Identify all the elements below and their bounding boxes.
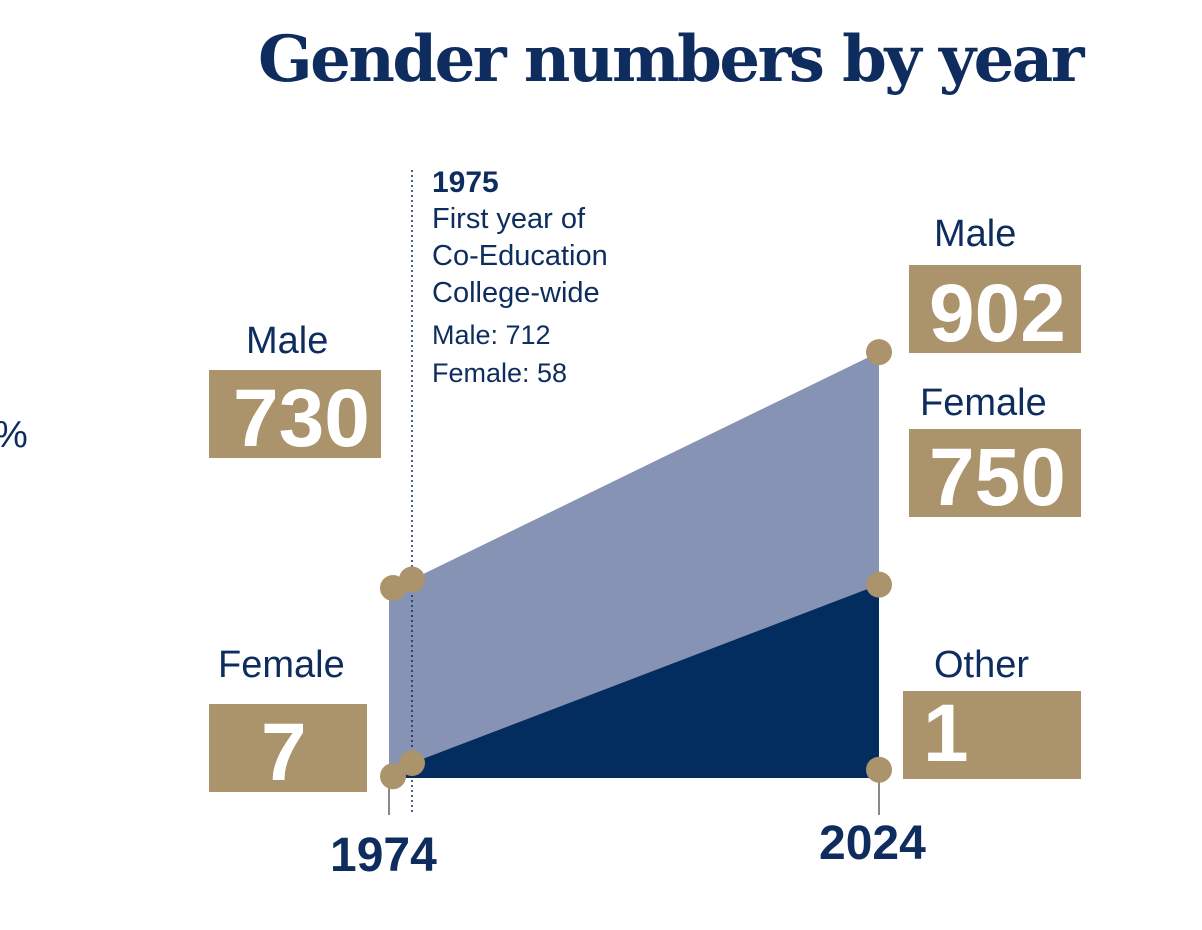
data-point-total-1975 xyxy=(399,566,425,593)
annotation-female: Female: 58 xyxy=(432,358,568,388)
annotation-line-c: College-wide xyxy=(432,277,600,309)
label-other-2024: Other xyxy=(934,644,1030,686)
chart-title: Gender numbers by year xyxy=(258,22,1084,97)
annotation-line-b: Co-Education xyxy=(432,240,608,272)
value-female-1974: 7 xyxy=(209,704,367,794)
cropped-glyph: % xyxy=(0,414,28,457)
value-male-1974: 730 xyxy=(209,370,381,460)
annotation-line-a: First year of xyxy=(432,203,586,235)
value-male-2024: 902 xyxy=(909,265,1081,355)
annotation-male: Male: 712 xyxy=(432,320,551,350)
label-male-1974: Male xyxy=(246,320,329,362)
data-point-female-1975 xyxy=(399,750,425,777)
data-point-female-2024 xyxy=(866,571,892,598)
label-male-2024: Male xyxy=(934,213,1017,255)
data-point-female-1974 xyxy=(380,763,406,790)
value-female-2024: 750 xyxy=(909,429,1081,519)
label-female-1974: Female xyxy=(218,644,345,686)
x-label-1974: 1974 xyxy=(330,829,437,882)
value-other-2024: 1 xyxy=(903,691,1081,779)
data-point-total-2024 xyxy=(866,339,892,366)
x-label-2024: 2024 xyxy=(819,817,926,870)
label-female-2024: Female xyxy=(920,382,1047,424)
female-area xyxy=(389,584,879,778)
data-point-other-2024 xyxy=(866,756,892,783)
annotation-year: 1975 xyxy=(432,166,499,199)
